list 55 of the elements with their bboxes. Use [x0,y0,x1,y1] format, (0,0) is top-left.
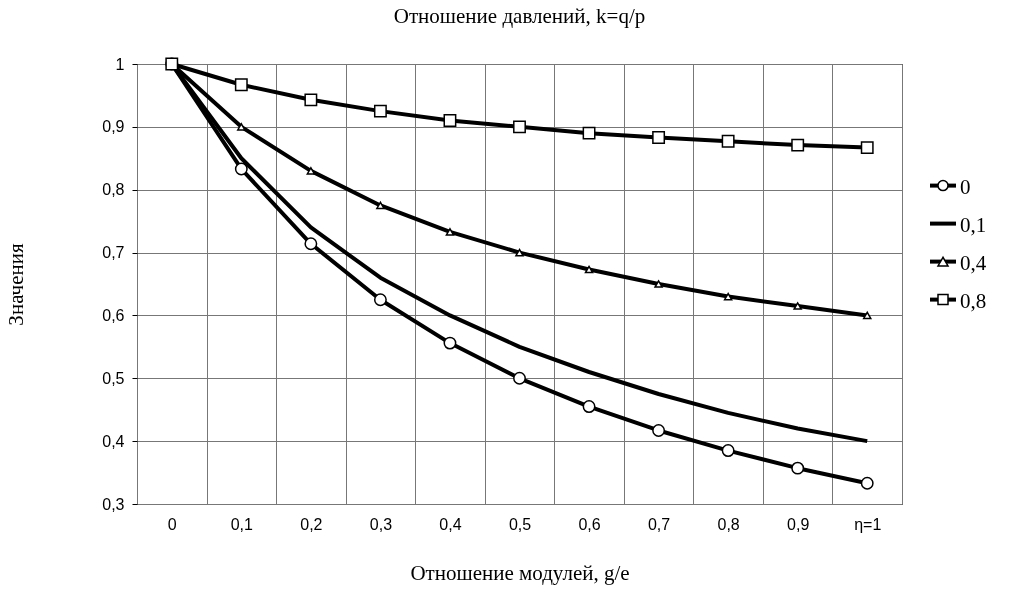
point [234,162,248,176]
x-tick-label: 0,2 [300,515,323,533]
y-tick-label: 0,6 [102,306,125,324]
x-tick-label: 0,1 [230,515,254,533]
point [513,120,526,134]
point [304,93,318,107]
point [860,476,874,490]
x-tick-label: 0,8 [717,515,740,533]
point [234,78,248,92]
legend-label: 0 [960,174,971,199]
point [443,336,457,350]
x-tick-label: 0,7 [647,515,671,533]
point [513,371,526,385]
x-tick-label: 0,3 [369,515,393,533]
point [376,201,385,210]
x-tick-label: η=1 [854,515,882,533]
point [721,134,735,148]
point [652,424,666,437]
x-tick-label: 0 [167,515,177,533]
point [373,293,387,307]
point [793,302,802,310]
y-tick-label: 0,7 [102,244,125,262]
y-tick-label: 0,4 [102,432,125,450]
y-axis-title: Значения [4,243,29,326]
legend-label: 0,4 [960,250,987,275]
legend-label: 0,8 [960,288,987,313]
point [304,237,318,251]
point [654,280,663,288]
point [306,167,316,175]
point [791,461,805,475]
point [445,228,455,236]
point [723,292,733,301]
point [443,114,457,128]
legend-label: 0,1 [960,212,987,237]
x-tick-label: 0,4 [439,515,462,533]
y-tick-label: 1 [115,55,125,73]
point [582,126,596,140]
y-tick-label: 0,8 [102,181,125,199]
point [791,138,805,152]
point [582,400,596,414]
point [862,311,872,320]
point [721,444,735,458]
x-tick-label: 0,9 [787,515,810,533]
x-axis-title: Отношение модулей, g/e [410,560,630,585]
chart-title: Отношение давлений, k=q/p [393,4,646,29]
x-tick-label: 0,5 [508,515,532,533]
x-tick-label: 0,6 [578,515,601,533]
y-tick-label: 0,5 [102,369,125,387]
y-tick-label: 0,3 [102,495,125,513]
point [373,104,387,118]
point [584,265,594,274]
point [652,131,666,144]
point [860,141,874,155]
y-tick-label: 0,9 [102,118,125,136]
point [515,248,524,257]
